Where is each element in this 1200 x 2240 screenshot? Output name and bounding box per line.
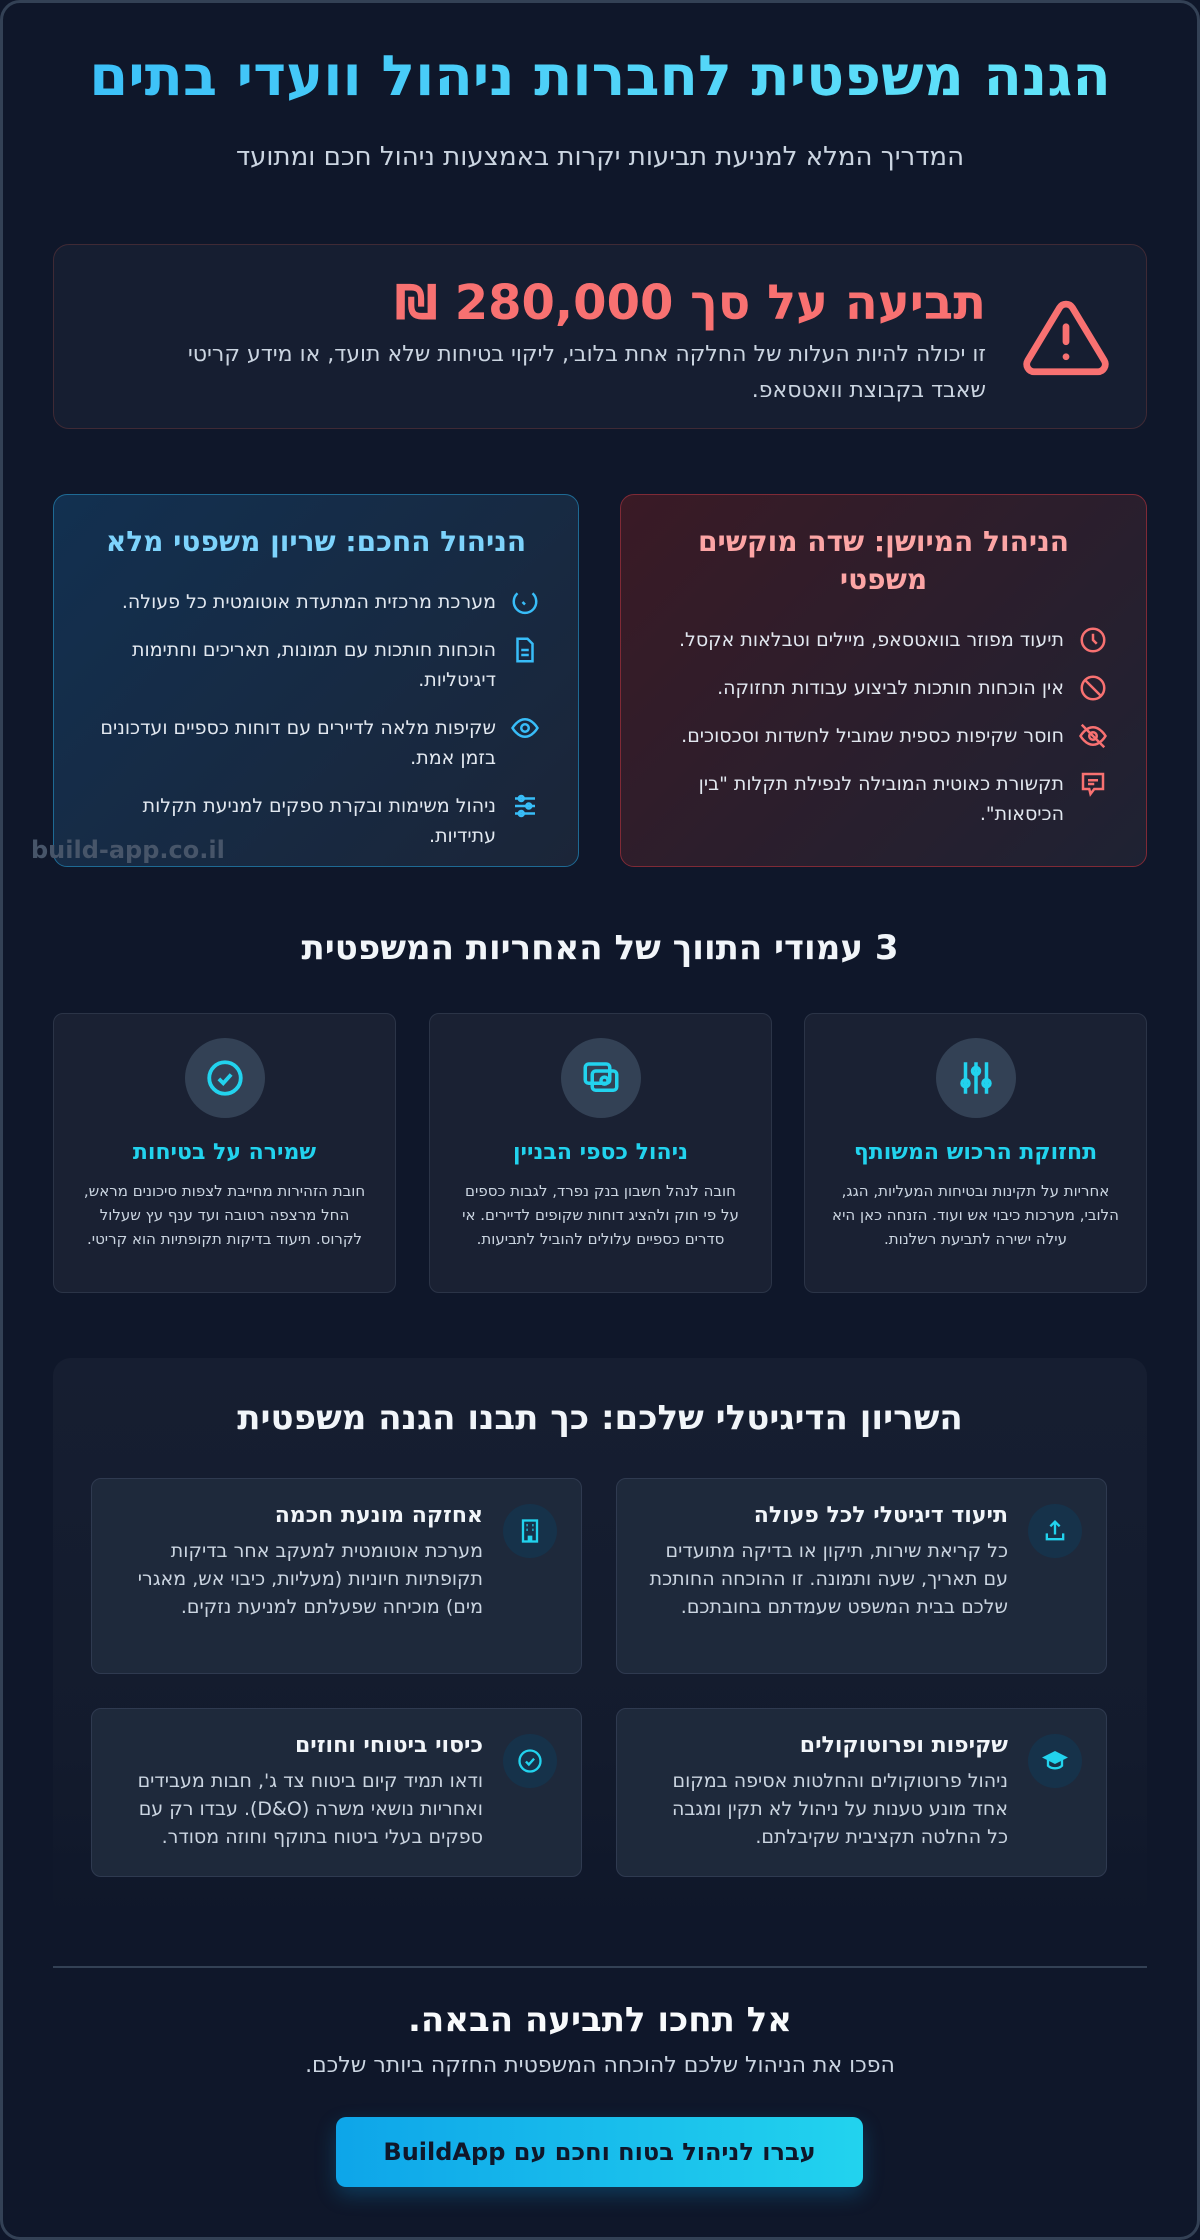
alert-text: זו יכולה להיות העלות של החלקה אחת בלובי,… [187, 342, 986, 403]
pillar-text: חובה לנהל חשבון בנק נפרד, לגבות כספים על… [462, 1182, 739, 1248]
feature-text: ניהול פרוטוקולים והחלטות אסיפה במקום אחד… [672, 1770, 1008, 1848]
list-item: חוסר שקיפות כספית שמוביל לחשדות וסכסוכים… [659, 721, 1108, 751]
message-icon [1081, 772, 1105, 797]
cta-button[interactable]: עברו לניהול בטוח וחכם עם BuildApp [336, 2117, 863, 2187]
page-title: הגנה משפטית לחברות ניהול וועדי בתים [0, 44, 1200, 109]
check-circle-icon [206, 1060, 243, 1096]
pillar-card: ניהול כספי הבניין חובה לנהל חשבון בנק נפ… [429, 1013, 772, 1293]
feature-title: שקיפות ופרוטוקולים [799, 1733, 1008, 1758]
pillar-title: שמירה על בטיחות [132, 1140, 317, 1165]
divider [53, 1966, 1147, 1968]
building-icon [521, 1519, 539, 1543]
feature-card: כיסוי ביטוחי וחוזים ודאו תמיד קיום ביטוח… [91, 1708, 582, 1877]
watermark: build-app.co.il [31, 836, 225, 864]
alert-title: תביעה על סך 280,000 ₪ [394, 275, 986, 331]
warning-triangle-icon [1023, 300, 1109, 376]
cta-title: אל תחכו לתביעה הבאה. [407, 2000, 792, 2040]
list-item: הוכחות חותכות עם תמונות, תאריכים וחתימות… [92, 635, 540, 695]
pillar-text: חובת הזהירות מחייבת לצפות סיכונים מראש, … [83, 1182, 366, 1248]
old-management-card: הניהול המיושן: שדה מוקשים משפטי תיעוד מפ… [620, 494, 1147, 867]
cta-subtitle: הפכו את הניהול שלכם להוכחה המשפטית החזקה… [305, 2053, 895, 2078]
pillar-title: תחזוקת הרכוש המשותף [853, 1140, 1098, 1165]
list-item: תיעוד מפוזר בוואטסאפ, מיילים וטבלאות אקס… [659, 625, 1108, 655]
money-icon [583, 1062, 618, 1092]
smart-management-title: הניהול החכם: שריון משפטי מלא [105, 525, 527, 558]
sliders-icon [515, 794, 535, 818]
digital-armor-panel: השריון הדיגיטלי שלכם: כך תבנו הגנה משפטי… [53, 1358, 1147, 1918]
pillar-card: תחזוקת הרכוש המשותף אחריות על תקינות ובט… [804, 1013, 1147, 1293]
eye-off-icon [1079, 723, 1107, 749]
feature-card: תיעוד דיגיטלי לכל פעולה כל קריאת שירות, … [616, 1478, 1107, 1674]
pillar-title: ניהול כספי הבניין [512, 1140, 689, 1165]
feature-text: מערכת אוטומטית למעקב אחר בדיקות תקופתיות… [137, 1540, 483, 1618]
graduation-cap-icon [1042, 1751, 1068, 1770]
list-item: תקשורת כאוטית המובילה לנפילת תקלות "בין … [659, 769, 1108, 829]
clock-icon [1080, 627, 1106, 653]
pillar-text: אחריות על תקינות ובטיחות המעליות, הגג, ה… [832, 1182, 1119, 1248]
check-circle-icon [518, 1749, 542, 1773]
page-subtitle: המדריך המלא למניעת תביעות יקרות באמצעות … [235, 142, 965, 172]
pillars-title: 3 עמודי התווך של האחריות המשפטית [301, 928, 899, 968]
feature-title: אחזקה מונעת חכמה [274, 1503, 483, 1528]
old-management-title: הניהול המיושן: שדה מוקשים משפטי [698, 525, 1069, 596]
document-icon [516, 637, 534, 663]
smart-management-card: הניהול החכם: שריון משפטי מלא מערכת מרכזי… [53, 494, 579, 867]
pillar-card: שמירה על בטיחות חובת הזהירות מחייבת לצפו… [53, 1013, 396, 1293]
list-item: אין הוכחות חותכות לביצוע עבודות תחזוקה. [659, 673, 1108, 703]
list-item: מערכת מרכזית המתעדת אוטומטית כל פעולה. [92, 587, 540, 617]
armor-title: השריון הדיגיטלי שלכם: כך תבנו הגנה משפטי… [237, 1398, 963, 1438]
sliders-vertical-icon [959, 1062, 992, 1094]
upload-icon [1045, 1520, 1065, 1541]
feature-card: שקיפות ופרוטוקולים ניהול פרוטוקולים והחל… [616, 1708, 1107, 1877]
list-item: שקיפות מלאה לדיירים עם דוחות כספיים ועדכ… [92, 713, 540, 773]
feature-title: כיסוי ביטוחי וחוזים [294, 1733, 483, 1758]
refresh-icon [512, 592, 538, 615]
feature-text: ודאו תמיד קיום ביטוח צד ג', חבות מעבידים… [137, 1770, 483, 1848]
ban-icon [1080, 675, 1106, 701]
feature-text: כל קריאת שירות, תיקון או בדיקה מתועדים ע… [649, 1540, 1008, 1618]
list-item: ניהול משימות ובקרת ספקים למניעת תקלות עת… [92, 791, 540, 851]
lawsuit-alert: תביעה על סך 280,000 ₪ זו יכולה להיות העל… [53, 244, 1147, 429]
feature-title: תיעוד דיגיטלי לכל פעולה [753, 1503, 1008, 1528]
feature-card: אחזקה מונעת חכמה מערכת אוטומטית למעקב אח… [91, 1478, 582, 1674]
eye-icon [511, 717, 539, 739]
